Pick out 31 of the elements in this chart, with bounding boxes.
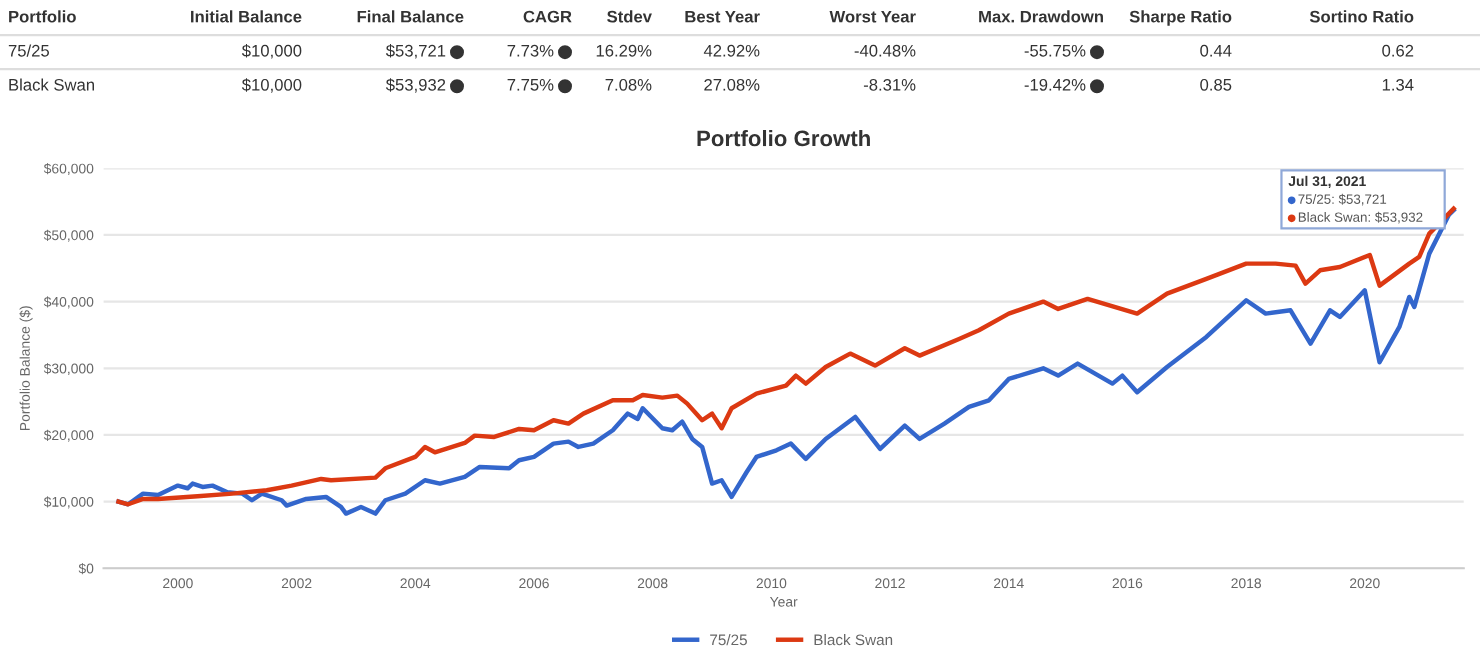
text: -40.48% — [854, 44, 916, 57]
text: 0.85 — [1200, 78, 1232, 91]
text: $53,932 — [385, 78, 446, 93]
text: 7.08% — [605, 78, 652, 91]
text: 0.62 — [1382, 44, 1414, 57]
text: 0.44 — [1200, 44, 1232, 57]
text: Max. Drawdown — [979, 10, 1103, 23]
text: Portfolio — [9, 10, 76, 23]
text: $53,721 — [385, 44, 446, 59]
text: -8.31% — [863, 78, 916, 91]
text: Stdev — [607, 10, 652, 23]
text: $10,000 — [241, 78, 302, 93]
text: 7.75% — [507, 79, 554, 91]
text: Sharpe Ratio — [1129, 10, 1232, 26]
text: 27.08% — [704, 78, 760, 91]
text: 1.34 — [1382, 78, 1414, 91]
text: -19.42% — [1024, 78, 1086, 91]
text: Final Balance — [357, 10, 464, 23]
text: -55.75% — [1024, 44, 1086, 57]
text: $10,000 — [241, 44, 302, 59]
text: 7.73% — [507, 44, 554, 57]
text: 42.92% — [703, 44, 760, 57]
text: Black Swan — [9, 78, 94, 91]
text: CAGR — [523, 10, 572, 23]
chart-title: Portfolio Growth — [697, 129, 870, 147]
text: 75/25 — [8, 44, 50, 57]
text: 16.29% — [596, 44, 652, 57]
text: Sortino Ratio — [1309, 10, 1414, 23]
text: Best Year — [685, 10, 760, 23]
text: Worst Year — [829, 10, 916, 23]
text: Initial Balance — [191, 10, 302, 23]
